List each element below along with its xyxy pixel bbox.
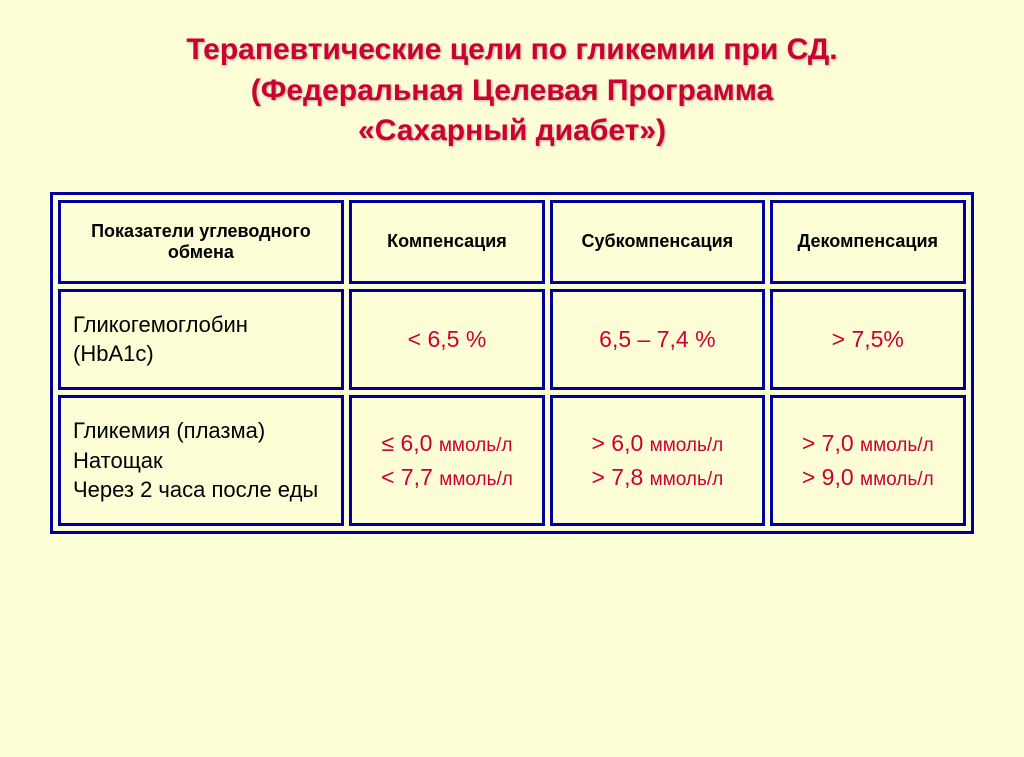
- value-glycemia-comp: ≤ 6,0 ммоль/л < 7,7 ммоль/л: [349, 395, 545, 526]
- value-hba1c-subcomp: 6,5 – 7,4 %: [550, 289, 764, 390]
- param-glycemia: Гликемия (плазма) Натощак Через 2 часа п…: [58, 395, 344, 526]
- value-glycemia-subcomp: > 6,0 ммоль/л > 7,8 ммоль/л: [550, 395, 764, 526]
- unit: ммоль/л: [439, 435, 513, 456]
- table-row: Гликогемоглобин (HbA1c) < 6,5 % 6,5 – 7,…: [58, 289, 966, 390]
- value-glycemia-decomp-l1: > 7,0: [802, 430, 860, 456]
- value-hba1c-comp: < 6,5 %: [349, 289, 545, 390]
- value-glycemia-subcomp-l2: > 7,8: [591, 464, 649, 490]
- value-glycemia-comp-l2: < 7,7: [381, 464, 439, 490]
- param-glycemia-l3: Через 2 часа после еды: [73, 477, 318, 502]
- slide-title: Терапевтические цели по гликемии при СД.…: [50, 30, 974, 152]
- unit: ммоль/л: [860, 469, 934, 490]
- value-hba1c-decomp: > 7,5%: [770, 289, 966, 390]
- unit: ммоль/л: [650, 469, 724, 490]
- table-row: Гликемия (плазма) Натощак Через 2 часа п…: [58, 395, 966, 526]
- value-glycemia-comp-l1: ≤ 6,0: [381, 430, 438, 456]
- value-glycemia-decomp: > 7,0 ммоль/л > 9,0 ммоль/л: [770, 395, 966, 526]
- title-line-1: Терапевтические цели по гликемии при СД.: [186, 33, 837, 66]
- glycemia-targets-table: Показатели углеводного обмена Компенсаци…: [50, 192, 974, 534]
- title-line-3: «Сахарный диабет»): [358, 114, 666, 147]
- value-glycemia-decomp-l2: > 9,0: [802, 464, 860, 490]
- table-header-row: Показатели углеводного обмена Компенсаци…: [58, 200, 966, 284]
- param-hba1c: Гликогемоглобин (HbA1c): [58, 289, 344, 390]
- unit: ммоль/л: [860, 435, 934, 456]
- param-glycemia-l1: Гликемия (плазма): [73, 418, 265, 443]
- header-decompensation: Декомпенсация: [770, 200, 966, 284]
- title-line-2: (Федеральная Целевая Программа: [251, 74, 773, 107]
- value-glycemia-subcomp-l1: > 6,0: [591, 430, 649, 456]
- header-subcompensation: Субкомпенсация: [550, 200, 764, 284]
- header-parameter: Показатели углеводного обмена: [58, 200, 344, 284]
- header-compensation: Компенсация: [349, 200, 545, 284]
- unit: ммоль/л: [650, 435, 724, 456]
- param-glycemia-l2: Натощак: [73, 448, 163, 473]
- unit: ммоль/л: [439, 469, 513, 490]
